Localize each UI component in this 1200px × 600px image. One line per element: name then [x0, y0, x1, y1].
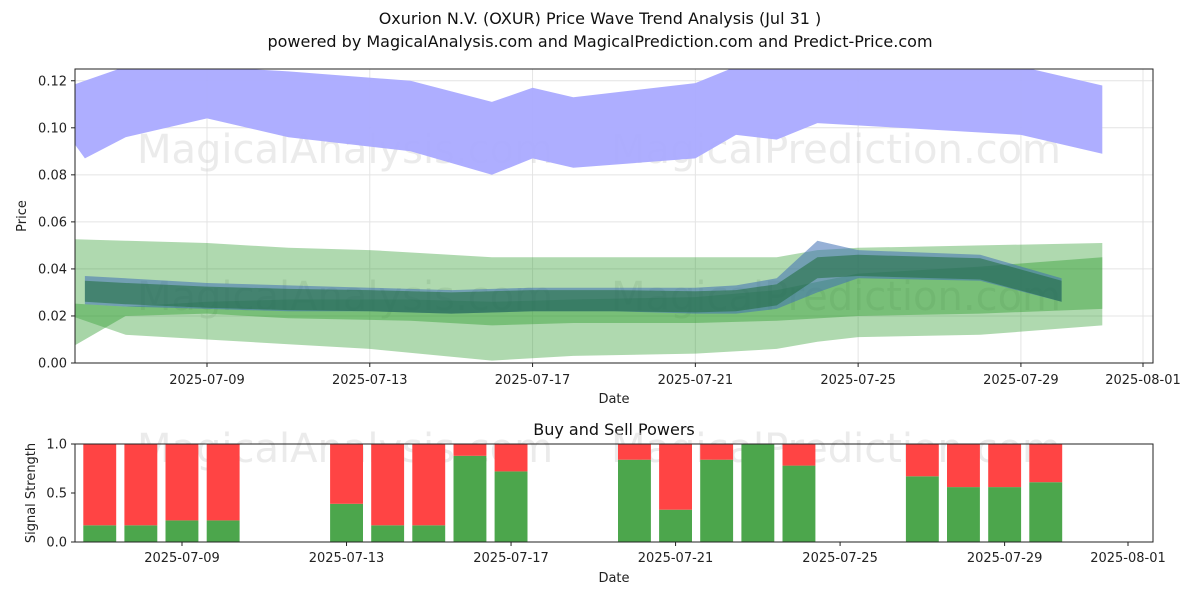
bottom-x-tick-label: 2025-07-09: [144, 551, 220, 566]
bottom-x-tick-label: 2025-08-01: [1090, 551, 1166, 566]
top-y-axis-label: Price: [15, 200, 30, 232]
bottom-y-tick-label: 1.0: [46, 438, 67, 453]
buy-bar: [83, 525, 117, 542]
buy-bar: [371, 525, 405, 542]
bottom-chart-title: Buy and Sell Powers: [533, 420, 695, 439]
buy-bar: [124, 525, 158, 542]
top-x-tick-label: 2025-07-21: [658, 373, 734, 388]
bottom-x-axis-label: Date: [598, 571, 629, 586]
top-x-tick-label: 2025-07-25: [820, 373, 896, 388]
upper-wave-band: [75, 69, 1103, 175]
top-axes-frame: [74, 68, 1154, 364]
bottom-y-tick-label: 0.0: [46, 536, 67, 551]
sell-bar: [905, 444, 939, 477]
bottom-x-tick-label: 2025-07-13: [309, 551, 385, 566]
buy-bar: [905, 476, 939, 542]
sell-bar: [330, 444, 363, 504]
buy-bar: [659, 509, 692, 542]
top-x-axis-label: Date: [598, 392, 629, 407]
top-x-tick-label: 2025-07-29: [983, 373, 1059, 388]
top-y-tick-label: 0.10: [38, 121, 67, 136]
sell-bar: [988, 444, 1022, 488]
buy-bar: [700, 459, 734, 542]
top-x-tick-label: 2025-08-01: [1105, 373, 1181, 388]
buy-bar: [494, 471, 528, 542]
buy-bar: [782, 465, 816, 542]
buy-bar: [330, 503, 363, 542]
buy-bar: [618, 459, 651, 542]
overlap-core-band: [84, 254, 1062, 314]
sell-bar: [453, 444, 487, 456]
chart-subtitle: powered by MagicalAnalysis.com and Magic…: [267, 32, 933, 51]
top-y-tick-label: 0.04: [38, 262, 67, 277]
bottom-x-tick-label: 2025-07-17: [473, 551, 549, 566]
sell-bar: [700, 444, 734, 460]
top-y-tick-label: 0.12: [38, 74, 67, 89]
bottom-y-axis-label: Signal Strength: [24, 443, 39, 543]
sell-bar: [947, 444, 980, 488]
sell-bar: [371, 444, 405, 526]
sell-bar: [782, 444, 816, 466]
bands-group: [75, 69, 1103, 361]
chart-title: Oxurion N.V. (OXUR) Price Wave Trend Ana…: [378, 9, 822, 28]
sell-bar: [1029, 444, 1063, 483]
buy-bar: [412, 525, 446, 542]
buy-bar: [453, 455, 487, 542]
top-y-tick-label: 0.06: [38, 215, 67, 230]
top-y-tick-label: 0.00: [38, 357, 67, 372]
top-x-tick-label: 2025-07-13: [332, 373, 408, 388]
sell-bar: [206, 444, 240, 521]
bottom-x-tick-label: 2025-07-21: [638, 551, 714, 566]
sell-bar: [618, 444, 651, 460]
top-x-tick-label: 2025-07-17: [495, 373, 571, 388]
buy-bar: [1029, 482, 1063, 542]
bottom-x-tick-label: 2025-07-25: [802, 551, 878, 566]
top-x-tick-label: 2025-07-09: [169, 373, 245, 388]
sell-bar: [412, 444, 446, 526]
buy-bar: [165, 520, 199, 542]
top-y-tick-label: 0.08: [38, 168, 67, 183]
sell-bar: [494, 444, 528, 472]
sell-bar: [83, 444, 117, 526]
bottom-x-tick-label: 2025-07-29: [967, 551, 1043, 566]
buy-bar: [206, 520, 240, 542]
buy-bar: [988, 487, 1022, 542]
top-y-tick-label: 0.02: [38, 309, 67, 324]
sell-bar: [124, 444, 158, 526]
buy-bar: [947, 487, 980, 542]
sell-bar: [659, 444, 692, 510]
sell-bar: [165, 444, 199, 521]
bottom-y-tick-label: 0.5: [46, 487, 67, 502]
buy-bar: [741, 444, 775, 542]
